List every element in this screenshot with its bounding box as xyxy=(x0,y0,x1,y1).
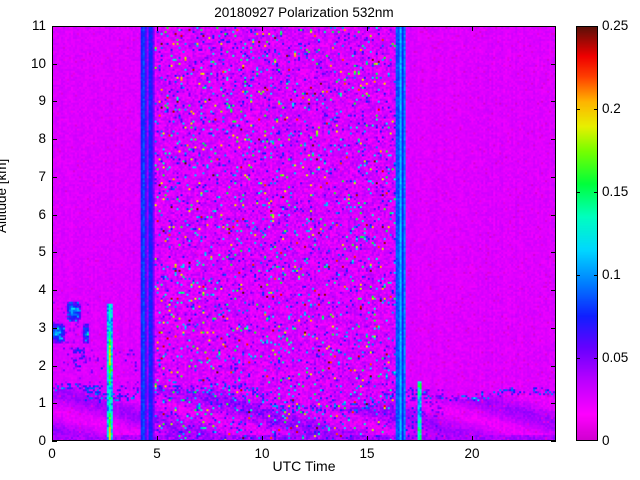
y-tick-label: 7 xyxy=(38,168,46,184)
y-tick-mark xyxy=(52,101,57,103)
y-tick-mark xyxy=(551,139,556,141)
y-tick-mark xyxy=(52,214,57,216)
y-tick-mark xyxy=(551,365,556,367)
colorbar-tick-label: 0.25 xyxy=(602,18,629,33)
colorbar-tick-mark xyxy=(594,109,598,110)
y-tick-mark xyxy=(551,441,556,442)
y-tick-mark xyxy=(551,176,556,178)
colorbar-tick-mark xyxy=(576,275,580,276)
y-tick-mark xyxy=(52,365,57,367)
y-tick-label: 4 xyxy=(38,282,46,298)
y-tick-label: 1 xyxy=(38,395,46,411)
colorbar-canvas xyxy=(577,27,597,440)
colorbar-tick-mark xyxy=(594,192,598,193)
x-tick-label: 20 xyxy=(464,446,480,461)
x-tick-label: 5 xyxy=(153,446,161,461)
x-tick-label: 10 xyxy=(254,446,270,461)
x-tick-mark xyxy=(157,436,158,441)
x-tick-label: 0 xyxy=(48,446,56,461)
heatmap-plot-area xyxy=(52,26,556,441)
y-tick-mark xyxy=(52,139,57,141)
y-tick-mark xyxy=(52,176,57,178)
y-tick-mark xyxy=(52,403,57,405)
y-tick-label: 3 xyxy=(38,319,46,335)
colorbar-tick-mark xyxy=(576,109,580,110)
x-tick-mark xyxy=(262,436,263,441)
colorbar-tick-mark xyxy=(594,275,598,276)
y-tick-label: 10 xyxy=(30,55,46,71)
y-tick-label: 2 xyxy=(38,357,46,373)
y-tick-mark xyxy=(52,252,57,254)
colorbar-tick-mark xyxy=(594,358,598,359)
y-tick-mark xyxy=(52,63,57,65)
y-tick-mark xyxy=(551,252,556,254)
y-tick-mark xyxy=(52,290,57,292)
y-tick-mark xyxy=(551,403,556,405)
y-tick-mark xyxy=(52,26,57,27)
colorbar-tick-label: 0.05 xyxy=(602,350,629,365)
x-tick-mark xyxy=(52,26,53,31)
x-tick-mark xyxy=(367,436,368,441)
colorbar-gradient xyxy=(576,26,598,441)
y-tick-mark xyxy=(551,26,556,27)
y-tick-label: 9 xyxy=(38,93,46,109)
colorbar-tick-mark xyxy=(576,358,580,359)
heatmap-canvas xyxy=(53,27,555,440)
page-title: 20180927 Polarization 532nm xyxy=(214,5,394,20)
colorbar-tick-label: 0.2 xyxy=(602,101,621,116)
y-tick-label: 5 xyxy=(38,244,46,260)
y-tick-mark xyxy=(551,63,556,65)
y-tick-mark xyxy=(551,290,556,292)
x-tick-mark xyxy=(262,26,263,31)
y-tick-label: 6 xyxy=(38,206,46,222)
y-tick-mark xyxy=(551,327,556,329)
x-tick-mark xyxy=(367,26,368,31)
y-tick-mark xyxy=(52,327,57,329)
x-tick-mark xyxy=(472,26,473,31)
colorbar-tick-label: 0.1 xyxy=(602,267,621,282)
y-tick-label: 8 xyxy=(38,131,46,147)
x-tick-label: 15 xyxy=(359,446,375,461)
y-tick-mark xyxy=(52,441,57,442)
y-tick-label: 11 xyxy=(31,18,46,33)
colorbar-tick-label: 0.15 xyxy=(602,184,629,199)
y-tick-mark xyxy=(551,101,556,103)
x-axis-title: UTC Time xyxy=(272,458,336,474)
x-tick-mark xyxy=(472,436,473,441)
x-tick-mark xyxy=(52,436,53,441)
y-axis-title: Altitude [km] xyxy=(0,158,9,233)
colorbar-tick-label: 0 xyxy=(602,433,610,448)
colorbar xyxy=(576,26,598,441)
y-tick-label: 0 xyxy=(38,433,46,448)
colorbar-tick-mark xyxy=(576,192,580,193)
y-tick-mark xyxy=(551,214,556,216)
x-tick-mark xyxy=(157,26,158,31)
